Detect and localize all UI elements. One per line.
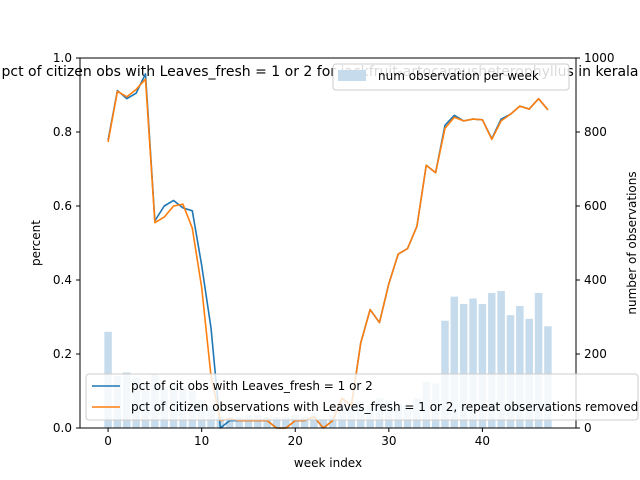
y-tick-label: 0.6 (53, 199, 72, 213)
bar (488, 292, 496, 428)
y-axis-label: percent (29, 220, 43, 266)
y-tick-label: 0.0 (53, 421, 72, 435)
bar (282, 416, 290, 428)
x-axis-label: week index (294, 456, 362, 470)
bar (244, 415, 253, 428)
legend-series-1-label: pct of cit obs with Leaves_fresh = 1 or … (131, 379, 373, 393)
legend-bottom: pct of cit obs with Leaves_fresh = 1 or … (85, 373, 639, 421)
bar (478, 304, 487, 428)
bar (516, 305, 524, 428)
bar (263, 416, 271, 428)
bar (272, 416, 281, 428)
y2-tick-label: 600 (584, 199, 607, 213)
x-tick-label: 40 (475, 434, 490, 448)
y-tick-label: 1.0 (53, 51, 72, 65)
bar (254, 415, 262, 428)
x-tick-label: 10 (194, 434, 209, 448)
y2-tick-label: 1000 (584, 51, 615, 65)
lines-layer (107, 73, 549, 429)
legend-series-2-label: pct of citizen observations with Leaves_… (131, 400, 638, 414)
legend-bottom-box (85, 373, 639, 421)
y2-tick-label: 0 (584, 421, 592, 435)
bar (319, 418, 328, 428)
bar (300, 416, 309, 428)
legend-bar-swatch (338, 70, 366, 81)
y2-tick-label: 800 (584, 125, 607, 139)
bar (459, 304, 468, 428)
bar (469, 298, 477, 428)
bar (450, 296, 459, 428)
series-line-2 (107, 78, 549, 429)
y2-axis-label: number of observations (625, 171, 639, 314)
legend-top-box (332, 63, 570, 91)
plot-frame (79, 57, 577, 429)
y2-tick-label: 400 (584, 273, 607, 287)
bar (506, 315, 515, 428)
x-tick-label: 20 (288, 434, 303, 448)
y-tick-label: 0.2 (53, 347, 72, 361)
y2-axis-ticks: 0 200 400 600 800 1000 (576, 51, 615, 435)
legend-top: num observation per week (332, 63, 570, 91)
y2-tick-label: 200 (584, 347, 607, 361)
x-tick-label: 0 (104, 434, 112, 448)
y-tick-label: 0.8 (53, 125, 72, 139)
y-axis-ticks: 0.0 0.2 0.4 0.6 0.8 1.0 (53, 51, 80, 435)
bar (525, 318, 533, 428)
bar (225, 416, 234, 428)
bar (310, 413, 318, 428)
y-tick-label: 0.4 (53, 273, 72, 287)
bar (497, 291, 505, 428)
x-axis-ticks: 0 10 20 30 40 (104, 428, 490, 448)
bar (235, 416, 243, 428)
bar (534, 292, 543, 428)
x-tick-label: 30 (381, 434, 396, 448)
legend-bar-label: num observation per week (378, 69, 539, 83)
